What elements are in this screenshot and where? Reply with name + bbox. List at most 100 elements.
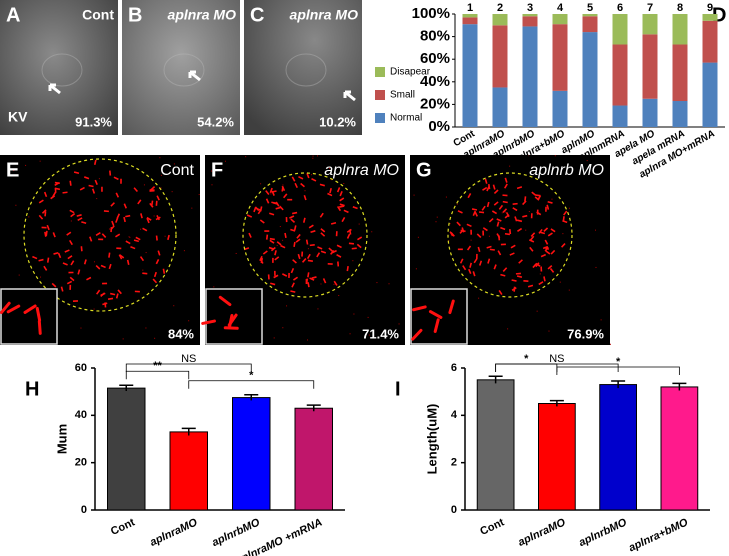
speck [590, 337, 592, 339]
cilium [459, 229, 464, 234]
speck [98, 178, 100, 180]
cilium [504, 177, 508, 183]
cilium [531, 191, 537, 196]
bar [599, 384, 637, 511]
cilium [472, 271, 476, 277]
arrow [188, 70, 201, 82]
speck [398, 323, 400, 325]
speck [160, 187, 162, 189]
cilium [524, 196, 527, 202]
bar-segment [612, 105, 628, 127]
error-bar [549, 399, 564, 407]
significance-bracket [495, 363, 619, 372]
cilium [468, 268, 472, 275]
error-bar [244, 393, 259, 401]
cilium [259, 219, 265, 224]
arrow [48, 83, 61, 95]
x-tick-label: aplnra+bMO [627, 516, 690, 554]
cilium [125, 240, 131, 245]
cilium [302, 217, 306, 223]
speck [568, 289, 570, 291]
cilium [111, 220, 115, 227]
cilium [529, 235, 535, 241]
cilium [535, 194, 541, 197]
cilium [294, 182, 298, 189]
panel-percent: 71.4% [362, 326, 399, 341]
cilium [456, 221, 461, 227]
vesicle [163, 53, 205, 87]
cilium [52, 232, 56, 238]
cilium [339, 197, 345, 202]
x-tick-label: Cont [478, 516, 506, 538]
panel-letter: I [395, 378, 401, 400]
significance-label: * [249, 370, 254, 382]
cilium [43, 191, 48, 198]
cilium [488, 217, 494, 223]
cilium [328, 247, 334, 252]
y-axis-label: Mum [54, 424, 69, 454]
cilium [295, 238, 301, 243]
speck [191, 207, 193, 209]
speck [159, 157, 161, 159]
bar-segment [492, 87, 508, 127]
y-tick-label: 60% [420, 50, 450, 67]
cilium [108, 263, 112, 270]
speck [352, 260, 354, 262]
cilium [68, 239, 73, 246]
speck [488, 235, 490, 237]
cilium [310, 230, 316, 234]
cilium [543, 276, 546, 282]
micrograph [0, 0, 118, 135]
cilium [496, 221, 500, 227]
cilium [309, 244, 315, 247]
y-tick-label: 0% [428, 118, 450, 135]
speck [554, 155, 556, 157]
cilium [290, 228, 296, 232]
speck [96, 198, 98, 200]
cilium [265, 198, 270, 204]
panel-label: Cont [82, 7, 114, 23]
speck [145, 252, 147, 254]
y-tick-label: 20% [420, 95, 450, 112]
cilium [108, 252, 111, 258]
inset-cilium [411, 328, 423, 341]
cilium [123, 203, 127, 209]
cilium [357, 236, 363, 241]
cilium [509, 252, 515, 256]
panel-percent: 91.3% [75, 114, 112, 129]
cilium [107, 297, 114, 300]
speck [279, 226, 281, 228]
legend-swatch [375, 113, 385, 123]
cilium [307, 259, 313, 263]
panel-label: Cont [160, 162, 194, 179]
bar-segment [462, 17, 478, 25]
cilium [308, 224, 314, 229]
speck [93, 261, 95, 263]
bar-segment [522, 26, 538, 127]
cilium [133, 187, 138, 193]
x-tick-label: aplnrbMO [210, 516, 262, 549]
cilium [100, 264, 106, 269]
x-tick-label: aplnrbMO [577, 516, 629, 549]
cilium [466, 245, 472, 251]
cilium [146, 216, 152, 221]
cilium [298, 175, 304, 180]
cilium [307, 282, 310, 288]
cilium [66, 280, 73, 285]
error-bar [672, 382, 687, 391]
bar-number: 2 [497, 2, 503, 14]
bar [232, 397, 271, 511]
speck [536, 310, 538, 312]
cilium [348, 229, 352, 235]
cilium [482, 227, 488, 232]
cilium [115, 217, 119, 223]
cilium [492, 184, 496, 190]
bar-number: 8 [677, 2, 683, 14]
panel-percent: 10.2% [319, 114, 356, 129]
cilium [327, 192, 333, 197]
inset-cilium [227, 313, 238, 327]
cilium [319, 183, 325, 187]
cilium [69, 209, 75, 214]
cilium [269, 212, 275, 216]
inset-cilium [6, 304, 21, 314]
